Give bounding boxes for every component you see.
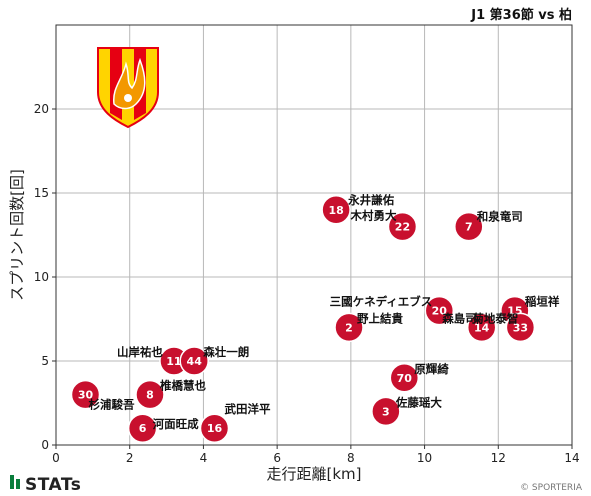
player-number: 18: [328, 204, 343, 217]
player-marker: [424, 295, 455, 326]
player-number: 30: [78, 389, 94, 402]
plot-frame: [55, 24, 573, 446]
player-marker: [179, 346, 209, 376]
y-tick-label: 15: [34, 186, 49, 200]
player-point: 7 和泉竜司: [454, 210, 523, 242]
player-number: 20: [432, 305, 448, 318]
player-marker: [334, 312, 364, 343]
player-marker: [387, 211, 418, 242]
stats-logo: STATs: [10, 475, 81, 495]
player-name-label: 山岸祐也: [117, 345, 163, 359]
player-marker: [466, 312, 497, 343]
player-point: 18 永井謙佑: [321, 193, 395, 225]
player-name-label: 木村勇大: [349, 209, 396, 223]
player-number: 2: [345, 321, 353, 334]
brand-name: STATs: [25, 475, 81, 495]
player-number: 6: [139, 422, 147, 435]
y-axis-ticks: 0 5 10 15 20: [34, 102, 56, 452]
credit-text: © SPORTERIA: [520, 483, 583, 493]
x-tick-label: 10: [417, 451, 432, 465]
player-marker: [454, 211, 484, 242]
player-name-label: 武田洋平: [224, 402, 270, 416]
player-name-label: 森島司: [442, 311, 477, 325]
player-point: 6 河面旺成: [127, 413, 199, 443]
x-tick-label: 6: [273, 451, 281, 465]
player-number: 8: [146, 389, 154, 402]
player-marker: [199, 413, 230, 443]
y-tick-label: 20: [34, 102, 49, 116]
y-tick-label: 5: [41, 354, 49, 368]
player-marker: [70, 379, 101, 410]
flame-phoenix-crest-icon: [97, 47, 159, 129]
player-number: 7: [465, 221, 473, 234]
player-name-label: 杉浦駿吾: [88, 398, 134, 412]
player-name-label: 河面旺成: [153, 417, 199, 431]
player-marker: [127, 413, 158, 443]
player-number: 3: [382, 405, 390, 418]
x-tick-label: 14: [564, 451, 579, 465]
player-marker: [321, 195, 351, 225]
player-name-label: 椎橋慧也: [159, 379, 206, 393]
x-axis-ticks: 0 2 4 6 8 10 12 14: [52, 445, 580, 465]
x-tick-label: 0: [52, 451, 60, 465]
player-name-label: 稲垣祥: [525, 295, 560, 309]
player-number: 22: [395, 221, 410, 234]
player-number: 70: [397, 372, 413, 385]
player-name-label: 野上結貴: [357, 311, 403, 325]
player-name-label: 佐藤瑶大: [395, 395, 442, 409]
player-markers: 18永井謙佑22木村勇大7和泉竜司2野上結貴20三國ケネディエブス14森島司15…: [70, 193, 560, 443]
player-point: 8 椎橋慧也: [135, 379, 206, 410]
y-tick-label: 10: [34, 270, 49, 284]
y-axis-label: スプリント回数[回]: [8, 169, 26, 301]
player-number: 14: [474, 321, 490, 334]
player-number: 33: [513, 321, 528, 334]
player-marker: [371, 396, 401, 427]
y-tick-label: 0: [41, 438, 49, 452]
player-marker: [135, 379, 165, 410]
player-name-label: 永井謙佑: [347, 193, 394, 207]
x-tick-label: 4: [200, 451, 208, 465]
x-tick-label: 8: [347, 451, 355, 465]
x-tick-label: 12: [491, 451, 506, 465]
player-number: 11: [166, 355, 181, 368]
x-axis-label: 走行距離[km]: [266, 465, 361, 483]
chart-title: J1 第36節 vs 柏: [470, 7, 572, 23]
player-point: 2 野上結貴: [334, 311, 404, 343]
player-point: 3 佐藤瑶大: [371, 395, 442, 427]
stats-logo-icon: [10, 475, 14, 489]
player-name-label: 菊地泰智: [472, 311, 518, 325]
player-name-label: 和泉竜司: [477, 210, 523, 224]
x-tick-label: 2: [126, 451, 134, 465]
grid-lines: [56, 25, 572, 445]
player-name-label: 三國ケネディエブス: [330, 295, 433, 309]
player-marker: [389, 363, 420, 393]
player-number: 16: [207, 422, 223, 435]
player-marker: [505, 312, 536, 343]
player-name-label: 原輝綺: [414, 362, 449, 376]
player-number: 44: [187, 355, 203, 368]
player-name-label: 森壮一朗: [203, 345, 249, 359]
